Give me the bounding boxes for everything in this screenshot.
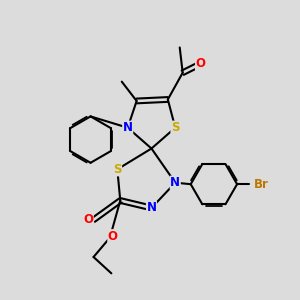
Text: S: S xyxy=(113,163,122,176)
Text: N: N xyxy=(123,121,133,134)
Text: Br: Br xyxy=(254,178,269,191)
Text: O: O xyxy=(108,230,118,243)
Text: O: O xyxy=(83,213,93,226)
Text: S: S xyxy=(171,121,179,134)
Text: N: N xyxy=(170,176,180,189)
Text: N: N xyxy=(146,202,157,214)
Text: O: O xyxy=(196,57,206,70)
